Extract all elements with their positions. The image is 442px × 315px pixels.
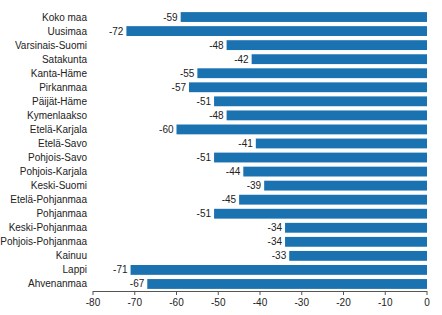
data-label: -33 <box>272 250 287 261</box>
data-label: -55 <box>180 68 195 79</box>
data-label: -48 <box>209 110 224 121</box>
bar <box>126 26 427 36</box>
data-label: -51 <box>197 152 212 163</box>
bar <box>264 181 427 191</box>
tick-label: -50 <box>211 297 226 308</box>
category-label: Pohjois-Pohjanmaa <box>0 236 87 247</box>
category-label: Uusimaa <box>48 26 88 37</box>
bar <box>189 82 427 92</box>
data-label: -45 <box>222 194 237 205</box>
category-label: Etelä-Pohjanmaa <box>10 194 87 205</box>
category-label: Keski-Suomi <box>31 180 87 191</box>
tick-label: -30 <box>295 297 310 308</box>
data-label: -57 <box>172 82 187 93</box>
tick-mark <box>427 291 428 295</box>
tick-mark <box>343 291 344 295</box>
data-label: -34 <box>268 222 283 233</box>
tick-label: -60 <box>169 297 184 308</box>
tick-mark <box>301 291 302 295</box>
category-label: Pohjois-Savo <box>28 152 87 163</box>
tick-label: -80 <box>86 297 101 308</box>
category-label: Lappi <box>63 264 87 275</box>
bar <box>177 125 428 135</box>
bar <box>252 54 427 64</box>
data-label: -41 <box>238 138 253 149</box>
bar <box>239 195 427 205</box>
tick-mark <box>385 291 386 295</box>
bar <box>214 96 427 106</box>
bar <box>285 223 427 233</box>
tick-mark <box>260 291 261 295</box>
category-label: Pirkanmaa <box>39 82 87 93</box>
data-label: -34 <box>268 236 283 247</box>
bar <box>147 279 427 289</box>
bar <box>131 265 427 275</box>
data-label: -60 <box>159 124 174 135</box>
bar <box>181 12 427 22</box>
category-label: Keski-Pohjanmaa <box>9 222 88 233</box>
data-label: -51 <box>197 96 212 107</box>
category-label: Koko maa <box>42 12 87 23</box>
tick-label: -40 <box>253 297 268 308</box>
data-label: -39 <box>247 180 262 191</box>
category-label: Päijät-Häme <box>32 96 87 107</box>
data-label: -72 <box>109 26 124 37</box>
bar <box>227 110 427 120</box>
tick-label: -70 <box>128 297 143 308</box>
category-label: Varsinais-Suomi <box>15 40 87 51</box>
data-label: -71 <box>113 264 128 275</box>
tick-label: -10 <box>378 297 393 308</box>
data-label: -59 <box>163 12 178 23</box>
bar <box>289 251 427 261</box>
category-label: Kanta-Häme <box>31 68 88 79</box>
bar <box>227 40 427 50</box>
data-label: -42 <box>234 54 249 65</box>
category-label: Pohjanmaa <box>36 208 87 219</box>
data-label: -51 <box>197 208 212 219</box>
data-label: -48 <box>209 40 224 51</box>
category-label: Ahvenanmaa <box>28 278 87 289</box>
bar <box>285 237 427 247</box>
tick-label: -20 <box>336 297 351 308</box>
category-label: Kymenlaakso <box>27 110 87 121</box>
tick-mark <box>134 291 135 295</box>
chart: -80 -70 -60 -50 -40 -30 -20 -10 0 Koko maa Uusimaa… <box>0 0 442 315</box>
bar <box>197 68 427 78</box>
data-label: -44 <box>226 166 241 177</box>
bar <box>214 209 427 219</box>
category-label: Pohjois-Karjala <box>20 166 88 177</box>
category-label: Etelä-Savo <box>38 138 87 149</box>
tick-label: 0 <box>424 297 430 308</box>
category-label: Etelä-Karjala <box>30 124 88 135</box>
tick-mark <box>218 291 219 295</box>
bar <box>214 153 427 163</box>
data-label: -67 <box>130 278 145 289</box>
tick-mark <box>93 291 94 295</box>
bar <box>256 139 427 149</box>
bars <box>126 12 427 289</box>
category-label: Satakunta <box>42 54 87 65</box>
bar <box>243 167 427 177</box>
category-label: Kainuu <box>56 250 87 261</box>
tick-mark <box>176 291 177 295</box>
